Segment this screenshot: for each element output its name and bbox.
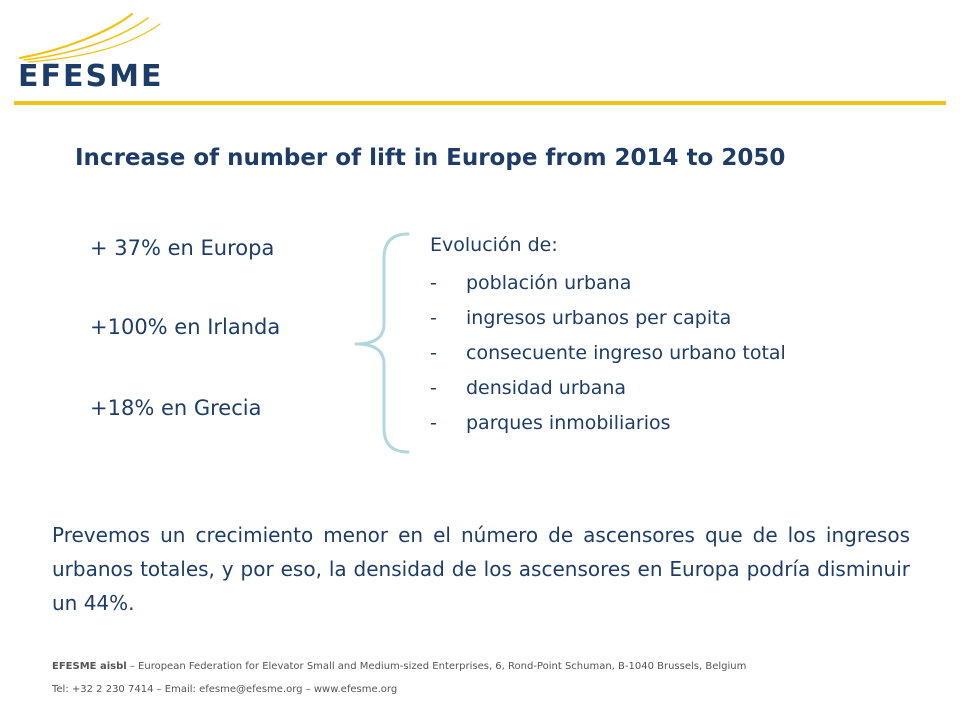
summary-paragraph: Prevemos un crecimiento menor en el núme… xyxy=(52,523,910,615)
footer-org-details: – European Federation for Elevator Small… xyxy=(126,661,747,672)
list-item: - ingresos urbanos per capita xyxy=(430,307,786,342)
list-item-label: parques inmobiliarios xyxy=(466,412,671,434)
list-item: - densidad urbana xyxy=(430,377,786,412)
evolution-heading: Evolución de: xyxy=(430,234,558,256)
evolution-list: - población urbana - ingresos urbanos pe… xyxy=(430,272,786,447)
bullet-dash: - xyxy=(430,377,437,399)
list-item-label: ingresos urbanos per capita xyxy=(466,307,732,329)
list-item-label: consecuente ingreso urbano total xyxy=(466,342,786,364)
list-item: - parques inmobiliarios xyxy=(430,412,786,447)
logo-wordmark: EFESME xyxy=(18,59,164,94)
list-item-label: población urbana xyxy=(466,272,632,294)
bullet-dash: - xyxy=(430,342,437,364)
header-divider xyxy=(14,101,946,105)
efesme-logo: EFESME xyxy=(14,10,174,100)
list-item: - población urbana xyxy=(430,272,786,307)
page-title: Increase of number of lift in Europe fro… xyxy=(75,145,786,171)
stat-ireland: +100% en Irlanda xyxy=(90,315,281,339)
stat-greece: +18% en Grecia xyxy=(90,396,262,420)
list-item: - consecuente ingreso urbano total xyxy=(430,342,786,377)
list-item-label: densidad urbana xyxy=(466,377,627,399)
footer-contact: Tel: +32 2 230 7414 – Email: efesme@efes… xyxy=(52,684,398,695)
bullet-dash: - xyxy=(430,307,437,329)
stat-europe: + 37% en Europa xyxy=(90,236,275,260)
bullet-dash: - xyxy=(430,412,437,434)
curly-brace-icon xyxy=(354,232,410,454)
footer-organization: EFESME aisbl – European Federation for E… xyxy=(52,661,746,672)
footer-org-name: EFESME aisbl xyxy=(52,661,127,672)
bullet-dash: - xyxy=(430,272,437,294)
logo-swoosh-icon xyxy=(18,12,161,63)
